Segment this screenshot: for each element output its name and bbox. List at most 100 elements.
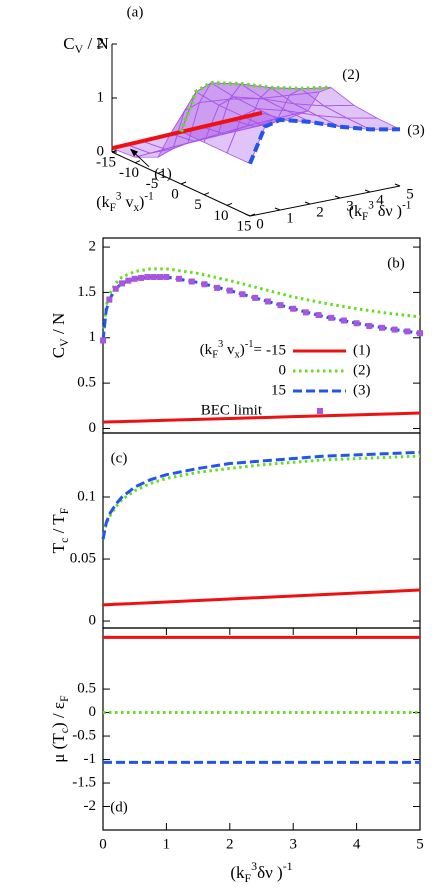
label-part: 3 bbox=[251, 859, 257, 873]
y-tick bbox=[244, 213, 251, 217]
y-tick-label: -1.5 bbox=[72, 774, 96, 790]
label-part: T bbox=[49, 542, 68, 553]
y-axis-label: (kF3 δν )-1 bbox=[349, 199, 412, 222]
marker bbox=[112, 285, 119, 292]
x-tick bbox=[134, 160, 141, 164]
marker bbox=[176, 275, 183, 282]
y-tick-label: -0.5 bbox=[72, 727, 96, 743]
label-part: c bbox=[57, 538, 71, 543]
marker bbox=[131, 275, 138, 282]
label-part: (k bbox=[96, 194, 109, 211]
label-part: F bbox=[57, 507, 71, 514]
curve bbox=[179, 80, 332, 133]
y-tick-label: 0.1 bbox=[77, 488, 96, 504]
x-axis-label: (kF3δν )-1 bbox=[230, 859, 292, 885]
label-part: -1 bbox=[144, 190, 153, 202]
marker bbox=[290, 305, 297, 312]
z-axis-label: CV / N bbox=[63, 34, 108, 56]
line bbox=[102, 588, 421, 607]
y-axis-label: CV / N bbox=[49, 313, 71, 358]
line bbox=[101, 450, 421, 540]
legend-param: 0 bbox=[279, 362, 287, 378]
y-tick-label: -2 bbox=[84, 798, 97, 814]
z-tick-label: 0 bbox=[97, 143, 105, 159]
label-part: 3 bbox=[116, 190, 122, 202]
x-tick-label: 15 bbox=[237, 218, 252, 234]
curve-label: (2) bbox=[342, 67, 360, 83]
marker bbox=[264, 298, 271, 305]
axis-line bbox=[249, 185, 401, 217]
label-part: F bbox=[110, 201, 116, 213]
label-part: -1 bbox=[283, 859, 293, 873]
z-tick-label: 2 bbox=[97, 35, 105, 51]
legend-title: (kF3 vx)-1= bbox=[200, 339, 262, 361]
curve-label: (1) bbox=[154, 166, 172, 182]
marker bbox=[188, 278, 195, 285]
marker bbox=[226, 287, 233, 294]
legend-label: BEC limit bbox=[201, 402, 263, 418]
label-part: = bbox=[254, 342, 262, 358]
marker bbox=[302, 309, 309, 316]
label-part: v bbox=[223, 342, 235, 358]
y-tick-label: 0 bbox=[89, 420, 97, 436]
label-part: x bbox=[235, 350, 241, 361]
marker bbox=[201, 281, 208, 288]
y-tick-label: 0.5 bbox=[77, 375, 96, 391]
y-tick bbox=[334, 195, 341, 199]
x-tick bbox=[249, 213, 256, 217]
line bbox=[102, 411, 421, 424]
panel-label: (d) bbox=[110, 799, 128, 815]
panel-label: (a) bbox=[127, 4, 144, 20]
label-part: / T bbox=[49, 514, 68, 538]
label-part: (k bbox=[349, 203, 362, 220]
x-tick-label: 5 bbox=[416, 836, 424, 852]
legend-marker bbox=[317, 408, 323, 414]
marker bbox=[119, 280, 126, 287]
x-tick-label: 2 bbox=[226, 836, 234, 852]
x-tick-label: 1 bbox=[163, 836, 171, 852]
x-tick-label: 4 bbox=[353, 836, 361, 852]
legend-label: (1) bbox=[353, 342, 371, 358]
marker bbox=[353, 320, 360, 327]
label-part: F bbox=[57, 695, 71, 702]
y-tick bbox=[304, 201, 311, 205]
marker bbox=[214, 284, 221, 291]
label-part: (k bbox=[230, 863, 245, 882]
x-axis-label: (kF3 vx)-1 bbox=[96, 190, 153, 213]
x-tick-label: -15 bbox=[96, 154, 116, 170]
y-axis-label: μ (Tc) / εF bbox=[49, 695, 71, 763]
marker bbox=[125, 277, 132, 284]
marker bbox=[366, 322, 373, 329]
label-part: / N bbox=[83, 34, 109, 53]
x-tick-label: -5 bbox=[146, 176, 159, 192]
marker bbox=[100, 337, 106, 344]
label-part: C bbox=[49, 347, 68, 358]
panel-label: (b) bbox=[387, 255, 405, 271]
y-axis-label: Tc / TF bbox=[49, 507, 71, 553]
label-part: δν ) bbox=[374, 203, 402, 220]
marker bbox=[315, 312, 322, 319]
y-tick-label: 5 bbox=[406, 186, 414, 202]
label-part: δν ) bbox=[257, 863, 283, 882]
x-tick bbox=[111, 149, 118, 153]
marker bbox=[163, 274, 170, 280]
x-tick-label: 0 bbox=[99, 836, 107, 852]
label-part: F bbox=[212, 350, 218, 361]
y-tick-label: 0.5 bbox=[77, 681, 96, 697]
curve bbox=[248, 117, 401, 165]
label-part: C bbox=[63, 34, 74, 53]
z-tick-label: 1 bbox=[97, 89, 105, 105]
y-tick-label: 0 bbox=[89, 612, 97, 628]
y-tick-label: 3 bbox=[346, 198, 354, 214]
x-tick-label: -10 bbox=[119, 165, 139, 181]
marker bbox=[252, 294, 259, 301]
label-part: V bbox=[57, 338, 71, 347]
y-tick bbox=[364, 189, 371, 193]
label-part: (k bbox=[200, 342, 213, 358]
label-part: x bbox=[133, 201, 139, 213]
marker bbox=[150, 274, 157, 280]
y-tick-label: 1.5 bbox=[77, 284, 96, 300]
legend-param: -15 bbox=[266, 342, 286, 358]
line bbox=[101, 275, 421, 341]
